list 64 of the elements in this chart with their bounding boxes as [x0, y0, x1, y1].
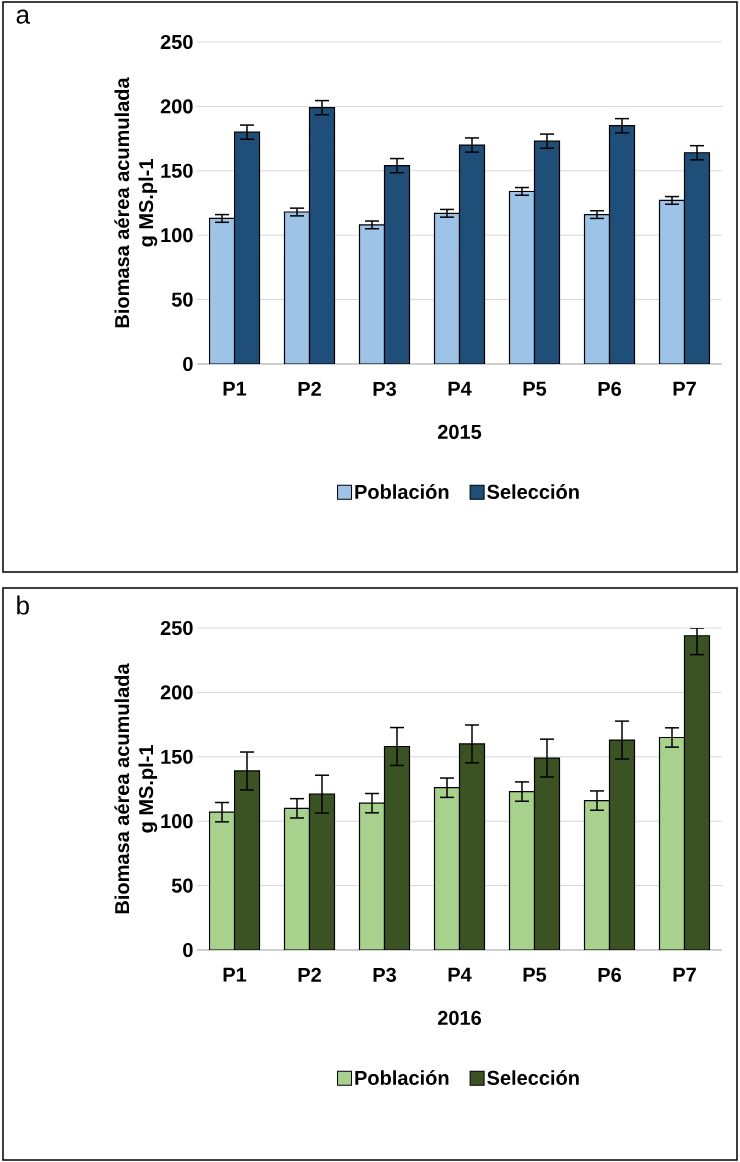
bar: [283, 807, 311, 950]
x-axis-title: 2016: [437, 1010, 482, 1026]
bar: [458, 743, 486, 950]
x-tick-label: P2: [298, 381, 321, 396]
bar: [658, 736, 686, 950]
y-tick-label: 0: [183, 942, 193, 958]
bar: [308, 107, 336, 364]
legend-label: Selección: [487, 484, 579, 499]
text: a: [16, 9, 30, 24]
bar: [608, 739, 636, 950]
x-tick-label: P6: [598, 381, 622, 396]
x-tick-label: P7: [673, 381, 696, 396]
bar: [308, 793, 336, 950]
y-axis-title: Biomasa aérea acumulada g MS.pl-1: [114, 663, 158, 914]
bar: [508, 190, 536, 364]
y-tick-label: 150: [161, 163, 193, 178]
y-tick-label: 50: [171, 292, 193, 307]
bar: [358, 224, 386, 364]
bar: [458, 144, 486, 364]
x-tick-label: P1: [223, 967, 247, 982]
y-tick-label: 150: [161, 749, 193, 764]
legend-label: Población: [355, 1070, 449, 1085]
bar: [608, 125, 636, 364]
y-tick-label: 0: [183, 356, 193, 372]
x-tick-label: P5: [523, 967, 547, 982]
bar: [358, 802, 386, 950]
y-tick-label: 250: [160, 34, 193, 50]
bar: [383, 165, 411, 364]
bar: [508, 790, 536, 950]
x-tick-label: P4: [448, 381, 472, 396]
legend-label: Selección: [487, 1070, 579, 1085]
bar: [658, 199, 686, 364]
bar: [208, 811, 236, 950]
x-tick-label: P5: [523, 381, 547, 396]
x-tick-label: P7: [673, 967, 696, 982]
x-axis-title: 2015: [437, 424, 482, 439]
bar: [683, 152, 711, 364]
x-tick-label: P3: [373, 381, 397, 396]
bar: [433, 212, 461, 364]
y-tick-label: 100: [161, 814, 193, 829]
y-tick-label: 200: [160, 685, 193, 700]
bar: [233, 131, 261, 364]
x-tick-label: P6: [598, 967, 622, 982]
bar: [433, 787, 461, 950]
bar: [533, 140, 561, 364]
text: b: [17, 595, 29, 615]
bar: [383, 745, 411, 950]
y-tick-label: 100: [161, 228, 193, 243]
bar: [283, 211, 311, 364]
x-tick-label: P1: [223, 381, 247, 396]
y-axis-title: Biomasa aérea acumulada g MS.pl-1: [114, 77, 158, 328]
y-tick-label: 50: [171, 878, 193, 893]
bar: [533, 757, 561, 950]
bar: [208, 217, 236, 364]
x-tick-label: P3: [373, 967, 397, 982]
bar: [583, 799, 611, 950]
bar: [683, 635, 711, 950]
y-tick-label: 250: [160, 620, 193, 636]
x-tick-label: P2: [298, 967, 321, 982]
x-tick-label: P4: [448, 967, 472, 982]
y-tick-label: 200: [160, 99, 193, 114]
bar: [233, 770, 261, 950]
legend-label: Población: [355, 484, 449, 499]
bar: [583, 213, 611, 364]
